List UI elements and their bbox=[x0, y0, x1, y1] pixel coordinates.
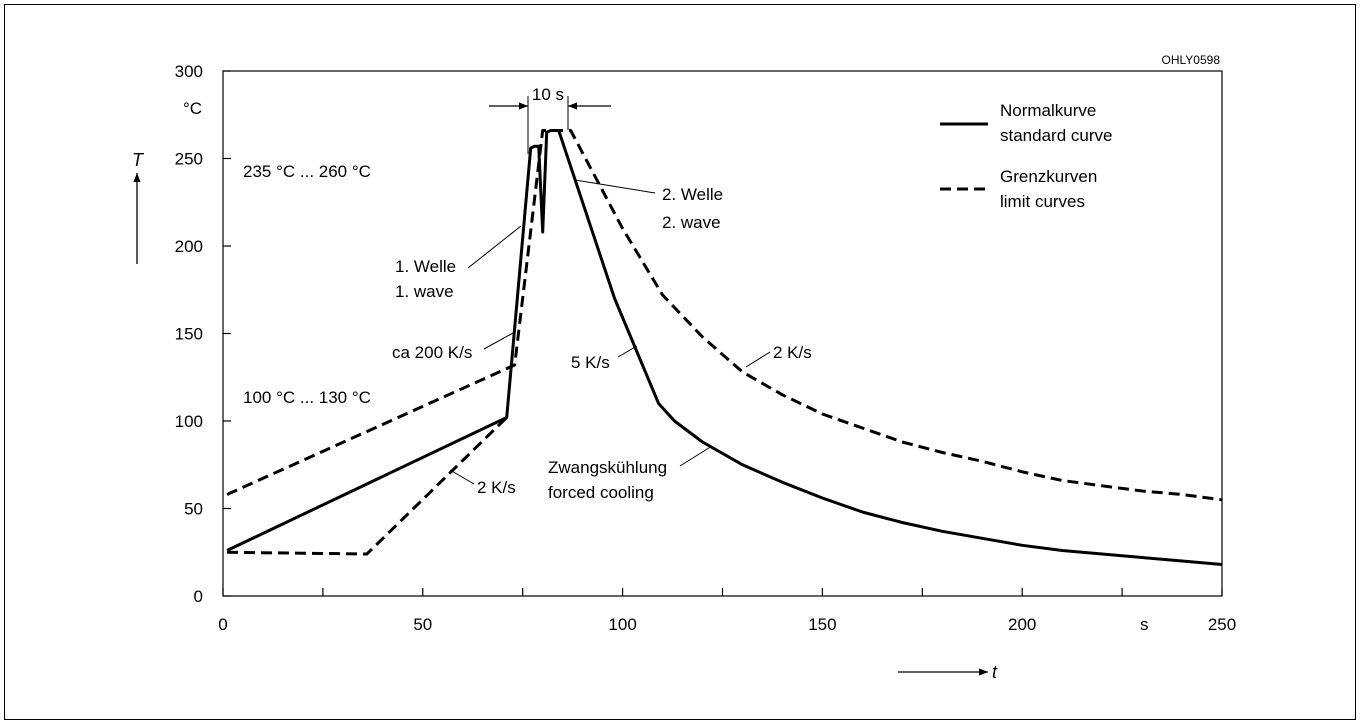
wave1-leader bbox=[467, 225, 522, 269]
annotation-cool-rate-limit: 2 K/s bbox=[773, 343, 812, 362]
series-line-limit-1 bbox=[226, 129, 1223, 502]
legend: Normalkurve standard curve Grenzkurven l… bbox=[940, 101, 1112, 211]
annotation-wave1-en: 1. wave bbox=[395, 282, 454, 301]
legend-standard-en: standard curve bbox=[1000, 126, 1112, 145]
legend-limit-de: Grenzkurven bbox=[1000, 167, 1097, 186]
annotation-duration: 10 s bbox=[532, 85, 564, 104]
annotation-heat-rate: ca 200 K/s bbox=[392, 343, 472, 362]
y-tick-label: 200 bbox=[175, 237, 203, 256]
legend-standard-de: Normalkurve bbox=[1000, 101, 1096, 120]
annotation-wave2-de: 2. Welle bbox=[662, 185, 723, 204]
x-tick-label: 200 bbox=[1008, 615, 1036, 634]
x-tick-label: 100 bbox=[608, 615, 636, 634]
annotation-preheat-range: 100 °C ... 130 °C bbox=[243, 388, 371, 407]
y-axis-label: T bbox=[132, 150, 145, 170]
wave2-leader bbox=[574, 179, 656, 194]
annotation-wave2-en: 2. wave bbox=[662, 213, 721, 232]
x-axis-ticks: 0 50 100 150 200 250 bbox=[218, 588, 1236, 634]
figure-code: OHLY0598 bbox=[1162, 53, 1221, 67]
y-axis-ticks: 0 50 100 150 200 250 300 bbox=[175, 62, 231, 606]
x-tick-label: 250 bbox=[1208, 615, 1236, 634]
y-axis-unit: °C bbox=[183, 99, 202, 118]
y-tick-label: 100 bbox=[175, 412, 203, 431]
annotation-cool-rate-standard: 5 K/s bbox=[571, 353, 610, 372]
annotation-peak-range: 235 °C ... 260 °C bbox=[243, 162, 371, 181]
x-axis-label: t bbox=[992, 662, 998, 682]
y-tick-label: 150 bbox=[175, 325, 203, 344]
heat-rate-leader bbox=[483, 332, 514, 350]
x-axis-unit: s bbox=[1140, 615, 1149, 634]
y-tick-label: 50 bbox=[184, 500, 203, 519]
chart-frame bbox=[4, 4, 1356, 720]
y-tick-label: 0 bbox=[194, 587, 203, 606]
y-tick-label: 250 bbox=[175, 150, 203, 169]
cool-rate-standard-leader bbox=[617, 345, 638, 358]
x-tick-label: 50 bbox=[413, 615, 432, 634]
y-tick-label: 300 bbox=[175, 62, 203, 81]
annotation-forced-cooling-en: forced cooling bbox=[548, 483, 654, 502]
forced-cooling-leader bbox=[679, 445, 713, 467]
annotation-preheat-rate: 2 K/s bbox=[477, 478, 516, 497]
annotation-forced-cooling-de: Zwangskühlung bbox=[548, 458, 667, 477]
x-tick-label: 0 bbox=[218, 615, 227, 634]
legend-limit-en: limit curves bbox=[1000, 192, 1085, 211]
cool-rate-limit-leader bbox=[745, 351, 771, 368]
preheat-rate-leader bbox=[449, 469, 475, 485]
series-line-limit-2 bbox=[226, 416, 508, 556]
x-tick-label: 150 bbox=[808, 615, 836, 634]
plot-area bbox=[222, 70, 1223, 597]
annotation-wave1-de: 1. Welle bbox=[395, 257, 456, 276]
series-line-standard bbox=[226, 129, 1223, 566]
annotations: 235 °C ... 260 °C 100 °C ... 130 °C 1. W… bbox=[243, 85, 812, 502]
series-group bbox=[226, 129, 1223, 566]
